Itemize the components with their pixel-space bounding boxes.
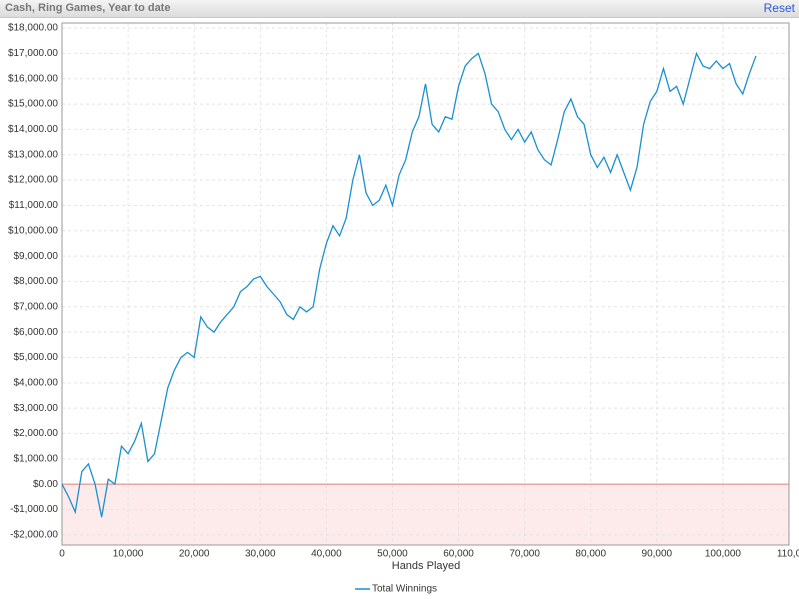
x-tick-label: 60,000 bbox=[443, 549, 474, 560]
y-tick-label: $10,000.00 bbox=[8, 225, 58, 236]
x-tick-label: 50,000 bbox=[377, 549, 408, 560]
y-tick-label: $11,000.00 bbox=[9, 200, 59, 211]
reset-link[interactable]: Reset bbox=[763, 1, 795, 15]
y-tick-label: $17,000.00 bbox=[8, 48, 58, 59]
y-tick-label: $1,000.00 bbox=[14, 453, 59, 464]
y-tick-label: $18,000.00 bbox=[8, 23, 58, 34]
x-tick-label: 110,0 bbox=[777, 549, 799, 560]
y-tick-label: $4,000.00 bbox=[14, 377, 59, 388]
x-tick-label: 90,000 bbox=[642, 549, 673, 560]
data-line bbox=[61, 51, 757, 518]
x-tick-label: 20,000 bbox=[179, 549, 210, 560]
y-tick-label: $7,000.00 bbox=[14, 301, 59, 312]
x-tick-label: 10,000 bbox=[113, 549, 144, 560]
x-tick-label: 40,000 bbox=[311, 549, 342, 560]
negative-region bbox=[62, 484, 789, 545]
y-tick-label: $8,000.00 bbox=[14, 276, 59, 287]
y-tick-label: -$1,000.00 bbox=[10, 504, 58, 515]
y-tick-label: -$2,000.00 bbox=[10, 530, 58, 541]
y-tick-label: $0.00 bbox=[33, 479, 58, 490]
y-tick-label: $13,000.00 bbox=[8, 149, 58, 160]
x-tick-label: 30,000 bbox=[245, 549, 276, 560]
x-tick-label: 80,000 bbox=[575, 549, 606, 560]
y-tick-label: $5,000.00 bbox=[14, 352, 59, 363]
y-tick-label: $9,000.00 bbox=[14, 251, 59, 262]
x-tick-label: 100,000 bbox=[705, 549, 742, 560]
x-axis-label: Hands Played bbox=[392, 560, 461, 572]
x-tick-label: 0 bbox=[59, 549, 65, 560]
header-title: Cash, Ring Games, Year to date bbox=[5, 2, 171, 14]
header: Cash, Ring Games, Year to date Reset bbox=[0, 0, 799, 18]
y-tick-label: $14,000.00 bbox=[8, 124, 58, 135]
legend-label: Total Winnings bbox=[372, 584, 437, 595]
y-tick-label: $16,000.00 bbox=[8, 73, 58, 84]
y-tick-label: $6,000.00 bbox=[14, 327, 59, 338]
y-tick-label: $12,000.00 bbox=[8, 175, 58, 186]
y-tick-label: $15,000.00 bbox=[8, 99, 58, 110]
plot-frame bbox=[61, 22, 790, 546]
y-tick-label: $2,000.00 bbox=[14, 428, 59, 439]
y-tick-label: $3,000.00 bbox=[14, 403, 59, 414]
x-tick-label: 70,000 bbox=[509, 549, 540, 560]
